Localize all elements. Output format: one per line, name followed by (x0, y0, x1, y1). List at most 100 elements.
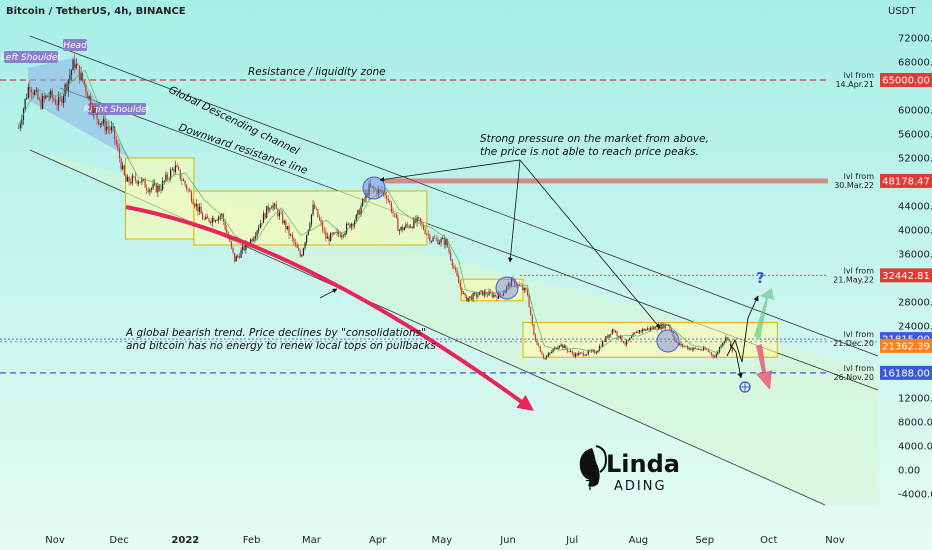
candle-body (672, 331, 674, 337)
candle-body (166, 174, 169, 179)
candle-body (320, 219, 322, 223)
candle-body (86, 92, 89, 99)
candle-body (698, 349, 700, 350)
candle-body (570, 351, 572, 352)
candle-body (174, 165, 177, 173)
level-note-top-0: lvl from (844, 71, 875, 80)
price-tick-8: 40000.00 (898, 226, 932, 237)
candle-body (67, 79, 69, 91)
candle-body (406, 224, 409, 226)
pattern-tag-1 (63, 39, 87, 51)
candle-body (398, 230, 401, 231)
price-tag-text-2: 32442.81 (882, 271, 930, 282)
current-price-text: 21362.39 (882, 341, 930, 352)
price-tick-12: 24000.00 (898, 322, 932, 333)
time-tick-2: 2022 (171, 535, 199, 546)
candle-body (701, 350, 703, 351)
candle-body (194, 204, 196, 207)
price-tick-5: 52000.00 (898, 154, 932, 165)
candle-body (80, 72, 82, 80)
candle-body (509, 283, 511, 287)
candle-body (710, 352, 713, 355)
candle-body (533, 324, 535, 335)
candle-body (373, 186, 375, 189)
candle-body (437, 238, 439, 245)
candle-body (370, 183, 372, 187)
candle-body (120, 158, 122, 170)
pattern-tag-text-2: Right Shoulder (84, 105, 152, 115)
candle-body (360, 206, 362, 215)
candle-body (571, 351, 573, 354)
candle-body (250, 239, 252, 245)
candle-body (459, 283, 461, 288)
price-tag-4 (880, 365, 932, 380)
candle-body (176, 165, 178, 168)
candle-body (168, 178, 170, 180)
candle-body (178, 167, 180, 170)
candle-body (82, 72, 84, 82)
candle-body (582, 352, 585, 356)
candle-body (296, 244, 298, 249)
candle-body (448, 246, 450, 253)
candle-body (312, 204, 314, 215)
candle-body (674, 336, 676, 341)
candle-body (229, 238, 231, 242)
candle-body (707, 349, 709, 352)
candle-body (315, 208, 317, 210)
candle-body (221, 214, 223, 216)
candle-body (203, 219, 205, 220)
candle-body (400, 226, 402, 231)
candle-body (538, 344, 540, 347)
pressure-arrow-3 (519, 159, 661, 329)
candle-body (195, 203, 197, 207)
candle-body (562, 344, 564, 349)
time-tick-8: Jul (565, 535, 578, 546)
time-tick-12: Nov (825, 535, 845, 546)
candle-body (622, 341, 625, 344)
candle-body (715, 354, 717, 357)
candle-body (539, 346, 541, 352)
candle-body (270, 207, 273, 209)
candle-body (40, 99, 42, 109)
price-axis[interactable]: 72000.00 68000.00 60000.00 56000.00 52000.00… (898, 34, 932, 501)
level-note-bottom-0: 14.Apr.21 (835, 80, 874, 89)
candle-body (267, 206, 269, 211)
candle-body (608, 334, 610, 338)
time-axis[interactable]: Nov Dec 2022 Feb Mar Apr May Jun Jul Aug Sep Oct Nov (45, 535, 845, 546)
candle-body (542, 354, 545, 359)
candle-body (190, 191, 193, 202)
candle-body (726, 337, 729, 340)
candle-body (411, 226, 413, 229)
candle-body (341, 235, 343, 237)
candle-body (578, 353, 580, 356)
candle-body (442, 238, 444, 240)
candle-body (514, 279, 516, 286)
candle-body (85, 84, 87, 93)
candle-body (186, 184, 188, 190)
candle-body (635, 331, 637, 334)
candle-body (106, 126, 108, 131)
candle-body (146, 187, 148, 190)
candle-body (358, 210, 361, 215)
candle-body (677, 342, 679, 344)
candle-body (544, 358, 546, 359)
candle-body (702, 347, 705, 351)
candle-body (90, 95, 92, 108)
candle-body (408, 225, 410, 228)
candle-body (318, 217, 321, 220)
candle-body (653, 326, 655, 329)
candle-body (510, 278, 513, 287)
candle-body (443, 238, 445, 245)
candle-body (374, 188, 377, 190)
candle-body (467, 297, 469, 302)
candle-body (357, 210, 359, 215)
pattern-tag-text-1: Head (63, 41, 87, 51)
candle-body (293, 238, 295, 243)
candle-body (219, 215, 221, 217)
candle-body (480, 290, 482, 292)
candle-body (123, 165, 125, 176)
price-tag-text-4: 16188.00 (882, 368, 930, 379)
candle-body (214, 220, 217, 222)
candle-body (621, 335, 623, 342)
